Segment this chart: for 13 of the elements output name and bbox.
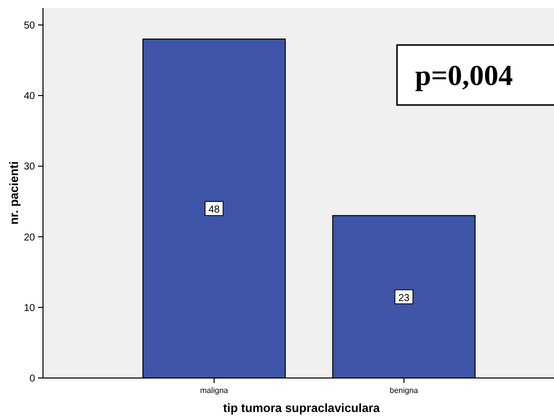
y-tick-label: 40 [24, 91, 36, 102]
x-tick-label: maligna [200, 386, 229, 395]
y-tick-label: 10 [24, 302, 36, 314]
y-axis-title: nr. pacienti [7, 161, 21, 225]
y-tick-label: 50 [24, 20, 36, 32]
y-tick-label: 30 [24, 162, 36, 173]
y-tick-label: 20 [24, 232, 36, 244]
data-label: 48 [208, 204, 220, 216]
x-axis-title: tip tumora supraclaviculara [223, 401, 380, 415]
y-tick-label: 0 [29, 374, 36, 384]
x-tick-label: benigna [390, 386, 419, 395]
annotation: p=0,004 [415, 60, 513, 92]
data-label: 23 [398, 292, 410, 304]
